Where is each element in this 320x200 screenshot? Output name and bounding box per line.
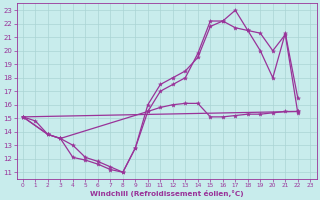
X-axis label: Windchill (Refroidissement éolien,°C): Windchill (Refroidissement éolien,°C) <box>90 190 244 197</box>
